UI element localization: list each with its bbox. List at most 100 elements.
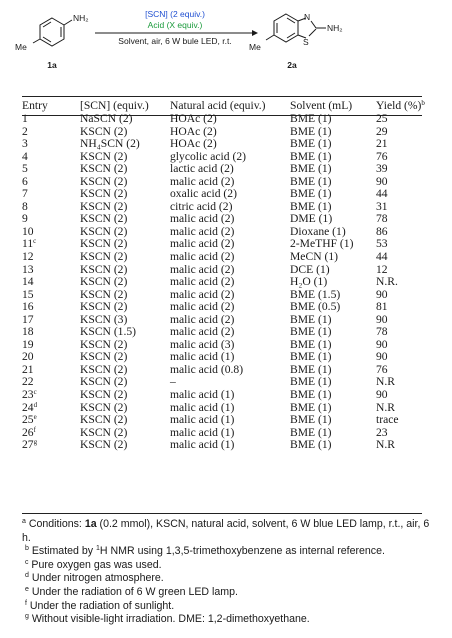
cell-acid: malic acid (2)	[170, 238, 290, 251]
footnote-d: d Under nitrogen atmosphere.	[22, 572, 432, 586]
table-row: 10 KSCN (2) malic acid (2) Dioxane (1) 86	[22, 224, 425, 239]
cell-scn: KSCN (2)	[80, 338, 170, 352]
cell-yield: N.R	[376, 438, 425, 452]
cell-entry: 6	[22, 175, 80, 189]
cell-yield-text: 76	[376, 149, 388, 163]
cell-acid: malic acid (1)	[170, 400, 290, 415]
cell-yield-text: 90	[376, 174, 388, 188]
cell-acid-text: malic acid (1)	[170, 400, 235, 414]
cell-solvent-text: BME (1)	[290, 400, 332, 414]
cell-scn-text: KSCN (2)	[80, 224, 128, 238]
cell-scn-text: KSCN (2)	[80, 262, 128, 276]
reactant-structure	[32, 17, 73, 47]
cell-acid-text: malic acid (2)	[170, 212, 235, 226]
optimization-table: Entry [SCN] (equiv.) Natural acid (equiv…	[22, 99, 425, 452]
cell-scn: KSCN (2)	[80, 213, 170, 226]
cell-solvent-text: BME (1)	[290, 425, 332, 439]
cell-yield: 23	[376, 425, 425, 440]
table-body: 1 NaSCN (2) HOAc (2) BME (1) 25 2 KSCN (2) HOAc…	[22, 112, 425, 452]
footnote-a-mark: a	[22, 518, 26, 525]
cell-scn: KSCN (2)	[80, 162, 170, 176]
reaction-scheme: NH₂ Me 1a [SCN] (2 equiv.) Acid (X equiv…	[15, 9, 343, 70]
table-row: 7 KSCN (2) oxalic acid (2) BME (1) 44	[22, 188, 425, 201]
cell-scn: KSCN (2)	[80, 401, 170, 415]
cell-entry-text: 17	[22, 312, 34, 326]
cell-yield-text: N.R	[376, 375, 396, 389]
cell-yield: 12	[376, 263, 425, 277]
cell-entry: 18	[22, 326, 80, 339]
cell-entry: 16	[22, 300, 80, 314]
cell-yield-text: 86	[376, 224, 388, 238]
cell-yield-text: 78	[376, 325, 388, 339]
cell-solvent: BME (1)	[290, 199, 376, 214]
cell-entry: 26f	[22, 425, 80, 440]
cell-scn: KSCN (2)	[80, 287, 170, 302]
cell-acid-text: malic acid (2)	[170, 312, 235, 326]
cell-solvent-text: BME (1)	[290, 413, 332, 427]
table-row: 26f KSCN (2) malic acid (1) BME (1) 23	[22, 425, 425, 440]
cell-entry: 24d	[22, 401, 80, 415]
cell-acid-text: malic acid (1)	[170, 388, 235, 402]
cell-acid-text: malic acid (2)	[170, 300, 235, 314]
reactant-label: 1a	[47, 60, 57, 70]
cell-yield: 21	[376, 137, 425, 151]
cell-solvent: BME (1)	[290, 112, 376, 126]
cell-scn: KSCN (2)	[80, 351, 170, 364]
cell-scn-text: KSCN (2)	[80, 287, 128, 301]
condition-acid: Acid (X equiv.)	[148, 20, 203, 30]
cell-acid: malic acid (0.8)	[170, 363, 290, 377]
cell-scn-text: KSCN (2)	[80, 350, 128, 364]
cell-yield-text: 81	[376, 300, 388, 314]
table-row: 27g KSCN (2) malic acid (1) BME (1) N.R	[22, 438, 425, 452]
cell-scn: KSCN (2)	[80, 363, 170, 377]
cell-yield-text: 21	[376, 137, 388, 151]
cell-solvent: Dioxane (1)	[290, 225, 376, 239]
cell-solvent-text: BME (1)	[290, 137, 332, 151]
reactant-nh2: NH₂	[73, 13, 89, 23]
cell-acid: malic acid (1)	[170, 388, 290, 402]
cell-scn: NH₄SCN (2)	[80, 137, 170, 151]
cell-scn-text: KSCN (2)	[80, 162, 128, 176]
cell-yield-text: 31	[376, 199, 388, 213]
cell-yield-text: 23	[376, 425, 388, 439]
cell-yield-text: N.R	[376, 438, 396, 452]
table-row: 4 KSCN (2) glycolic acid (2) BME (1) 76	[22, 149, 425, 164]
cell-entry-text: 7	[22, 187, 28, 201]
cell-solvent: BME (1)	[290, 162, 376, 176]
entry-footnote-mark: f	[33, 425, 36, 434]
cell-acid-text: malic acid (1)	[170, 350, 235, 364]
cell-acid-text: malic acid (2)	[170, 262, 235, 276]
cell-solvent: BME (1)	[290, 338, 376, 352]
product-label: 2a	[287, 60, 297, 70]
cell-solvent: BME (1)	[290, 413, 376, 427]
cell-acid: malic acid (2)	[170, 250, 290, 264]
cell-yield: 29	[376, 125, 425, 139]
cell-solvent: BME (1)	[290, 351, 376, 364]
cell-solvent-text: BME (1)	[290, 325, 332, 339]
cell-acid: malic acid (2)	[170, 287, 290, 302]
cell-acid-text: malic acid (2)	[170, 287, 235, 301]
cell-yield: 53	[376, 238, 425, 251]
cell-scn-text: KSCN (2)	[80, 300, 128, 314]
entry-footnote-mark: g	[33, 438, 38, 447]
table-row: 5 KSCN (2) lactic acid (2) BME (1) 39	[22, 162, 425, 176]
cell-entry: 15	[22, 288, 80, 302]
cell-entry-text: 14	[22, 275, 34, 289]
cell-acid: glycolic acid (2)	[170, 150, 290, 164]
table-row: 15 KSCN (2) malic acid (2) BME (1.5) 90	[22, 287, 425, 302]
cell-acid: malic acid (2)	[170, 213, 290, 226]
table-row: 13 KSCN (2) malic acid (2) DCE (1) 12	[22, 262, 425, 277]
cell-acid: malic acid (2)	[170, 300, 290, 314]
cell-entry-text: 10	[22, 224, 34, 238]
cell-acid-text: HOAc (2)	[170, 112, 217, 125]
footnote-e: e Under the radiation of 6 W green LED l…	[22, 586, 432, 600]
cell-yield: 90	[376, 288, 425, 302]
footnote-a-post: (0.2 mmol), KSCN, natural acid, solvent,…	[22, 518, 430, 544]
cell-solvent-text: BME (1)	[290, 199, 332, 213]
cell-yield-text: 53	[376, 237, 388, 251]
cell-solvent: H₂O (1)	[290, 275, 376, 289]
cell-solvent: BME (1)	[290, 400, 376, 415]
cell-scn-text: KSCN (2)	[80, 199, 128, 213]
footnote-g: g Without visible-light irradiation. DME…	[22, 613, 432, 627]
cell-scn-text: KSCN (2)	[80, 149, 128, 163]
